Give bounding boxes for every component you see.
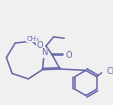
- Text: CH₃: CH₃: [26, 36, 39, 42]
- Text: O: O: [36, 41, 43, 50]
- Text: O: O: [65, 51, 72, 60]
- Text: N: N: [41, 48, 47, 57]
- Text: Cl: Cl: [105, 67, 113, 76]
